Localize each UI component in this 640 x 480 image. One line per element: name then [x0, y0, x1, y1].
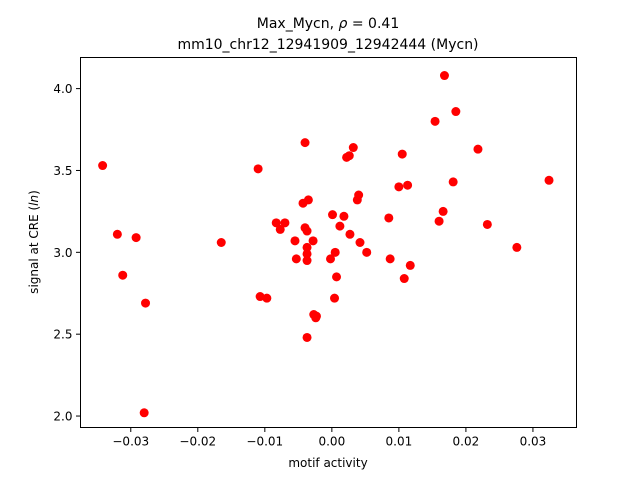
data-point-21: [302, 249, 312, 259]
data-point-54: [448, 177, 458, 187]
data-point-52: [438, 206, 448, 216]
chart-title-line2: mm10_chr12_12941909_12942444 (Mycn): [177, 37, 478, 53]
data-point-53: [439, 71, 449, 81]
data-point-23: [302, 332, 312, 342]
data-point-42: [362, 247, 372, 257]
data-point-43: [384, 213, 394, 223]
data-point-47: [399, 274, 409, 284]
data-point-3: [131, 233, 141, 243]
y-tick-label: 3.0: [53, 246, 72, 260]
data-point-57: [482, 219, 492, 229]
x-tick-label: 0.00: [318, 435, 345, 449]
plot-frame: [80, 57, 577, 428]
data-point-20: [302, 242, 312, 252]
data-point-37: [345, 229, 355, 239]
data-point-24: [308, 236, 318, 246]
y-tick-label: 2.5: [53, 328, 72, 342]
x-tick-label: −0.02: [179, 435, 216, 449]
data-point-55: [451, 107, 461, 117]
points-layer: [98, 71, 554, 418]
x-tick-label: −0.03: [112, 435, 149, 449]
data-point-44: [385, 254, 395, 264]
data-point-31: [330, 247, 340, 257]
data-point-46: [397, 149, 407, 159]
data-point-0: [98, 161, 108, 171]
data-point-14: [291, 254, 301, 264]
data-point-36: [344, 151, 354, 161]
y-axis-label: signal at CRE (ln): [27, 190, 41, 294]
data-point-11: [275, 224, 285, 234]
data-point-49: [405, 260, 415, 270]
data-point-40: [354, 190, 364, 200]
y-axis-ticks: 2.0 2.5 3.0 3.5 4.0: [53, 82, 81, 424]
x-axis-ticks: −0.03 −0.02 −0.01 0.00 0.01 0.02 0.03: [112, 427, 547, 449]
data-point-45: [394, 182, 404, 192]
data-point-50: [430, 116, 440, 126]
data-point-16: [300, 138, 310, 148]
data-point-48: [403, 180, 413, 190]
data-point-22: [302, 256, 312, 266]
chart-title-line1: Max_Mycn, ρ = 0.41: [257, 16, 399, 32]
data-point-19: [303, 195, 313, 205]
data-point-7: [253, 164, 263, 174]
data-point-4: [141, 298, 151, 308]
x-axis-label: motif activity: [288, 456, 367, 470]
data-point-2: [118, 270, 128, 280]
data-point-18: [302, 226, 312, 236]
data-point-9: [262, 293, 272, 303]
x-tick-label: 0.01: [386, 435, 413, 449]
data-point-27: [311, 311, 321, 321]
data-point-10: [271, 218, 281, 228]
data-point-32: [332, 272, 342, 282]
data-point-28: [326, 254, 336, 264]
data-point-12: [280, 218, 290, 228]
data-point-51: [434, 216, 444, 226]
data-point-30: [330, 293, 340, 303]
data-point-13: [290, 236, 300, 246]
y-tick-label: 3.5: [53, 164, 72, 178]
data-point-56: [473, 144, 483, 154]
data-point-5: [139, 408, 149, 418]
x-tick-label: 0.03: [520, 435, 547, 449]
data-point-33: [335, 221, 345, 231]
data-point-41: [355, 238, 365, 247]
data-point-8: [255, 292, 265, 302]
data-point-29: [328, 210, 338, 220]
data-point-34: [339, 211, 349, 221]
x-tick-label: 0.02: [453, 435, 480, 449]
data-point-1: [112, 229, 122, 239]
data-point-58: [512, 242, 522, 252]
y-tick-label: 4.0: [53, 82, 72, 96]
x-tick-label: −0.01: [246, 435, 283, 449]
data-point-59: [544, 175, 554, 185]
y-tick-label: 2.0: [53, 410, 72, 424]
data-point-38: [348, 143, 358, 153]
data-point-6: [216, 238, 226, 247]
